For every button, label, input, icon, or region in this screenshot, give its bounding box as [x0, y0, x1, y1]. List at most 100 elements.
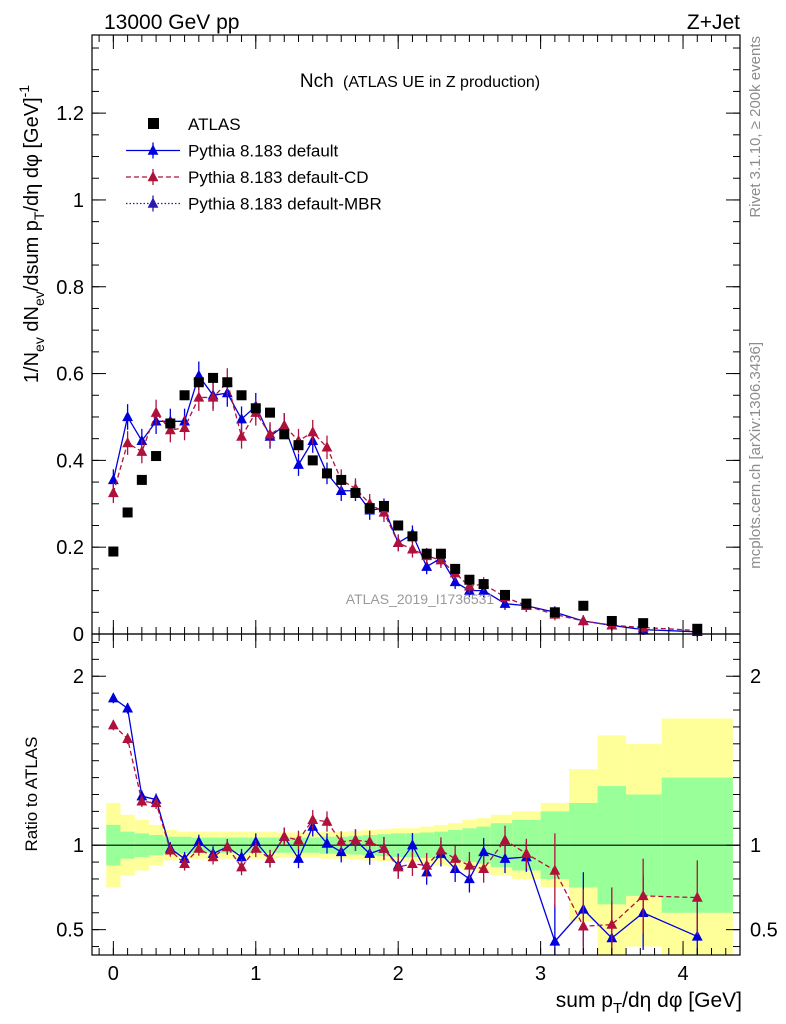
data-point [179, 390, 190, 401]
legend-entry: Pythia 8.183 default-CD [126, 168, 369, 187]
ratio-point [150, 796, 162, 808]
ratio-point [577, 920, 589, 931]
data-point [165, 418, 176, 429]
legend-entry: ATLAS [148, 115, 241, 134]
data-point [577, 614, 589, 626]
data-point [107, 473, 119, 485]
legend-entry: Pythia 8.183 default-MBR [126, 195, 382, 214]
ratio-point [464, 859, 475, 870]
ratio-point [193, 835, 205, 847]
data-point [478, 579, 489, 590]
ratio-plot-content [92, 692, 740, 955]
data-point [264, 428, 276, 439]
legend-label: Pythia 8.183 default-CD [188, 168, 369, 187]
ratio-y-tick-label: 0.5 [56, 920, 84, 942]
data-point [407, 531, 418, 542]
ratio-point [691, 891, 703, 902]
y-tick-label: 1 [73, 190, 84, 212]
series-atlas [108, 372, 703, 634]
data-point [500, 589, 511, 600]
data-point [122, 437, 134, 448]
data-point [122, 410, 134, 422]
ratio-point [207, 851, 219, 862]
legend-label: Pythia 8.183 default [188, 142, 339, 161]
ratio-axis-ticks: 0.5 0.5 1 1 2 2 0 1 2 3 4 [56, 634, 778, 985]
y-tick-label: 0.8 [56, 277, 84, 299]
data-point [449, 575, 461, 587]
legend-marker [148, 118, 159, 129]
y-tick-label: 0.2 [56, 537, 84, 559]
ratio-y-tick-label-right: 2 [750, 666, 761, 688]
ratio-point [307, 813, 319, 825]
data-point [236, 430, 247, 441]
ratio-point [278, 830, 290, 841]
ratio-point [478, 845, 490, 857]
x-tick-label: 2 [393, 963, 404, 985]
y-tick-label: 0 [73, 624, 84, 646]
data-point [250, 403, 261, 414]
data-point [549, 607, 560, 618]
main-title-name: Nch [300, 71, 334, 92]
ratio-point [421, 859, 433, 870]
data-point [293, 458, 304, 469]
data-point [393, 520, 404, 531]
data-point [638, 618, 649, 629]
ratio-point [107, 692, 119, 703]
data-point [150, 406, 162, 417]
ratio-point [549, 864, 561, 875]
main-panel: ATLAS_2019_I1736531 0 0.2 0.4 0.6 0.8 1 1.2 Nc… [16, 34, 741, 646]
data-point [108, 546, 119, 557]
ratio-point [549, 935, 561, 946]
data-point [364, 503, 375, 514]
ratio-ylabel: Ratio to ATLAS [22, 737, 41, 852]
header-energy: 13000 GeV pp [104, 11, 239, 34]
ratio-point [264, 852, 276, 863]
ratio-point [435, 844, 447, 855]
ratio-point [350, 834, 361, 845]
data-point [307, 455, 318, 466]
data-point [421, 548, 432, 559]
ratio-line [112, 724, 698, 927]
legend: ATLAS Pythia 8.183 default Pythia 8.183 de… [126, 115, 382, 214]
data-point [392, 536, 404, 548]
data-point [236, 390, 247, 401]
legend-marker [147, 144, 159, 155]
data-point [107, 486, 119, 498]
main-axis-ticks: 0 0.2 0.4 0.6 0.8 1 1.2 [56, 35, 741, 646]
ratio-point [378, 842, 390, 853]
ratio-point [637, 889, 649, 901]
x-tick-label: 1 [250, 963, 261, 985]
data-point [278, 419, 290, 430]
data-point [136, 434, 148, 446]
data-point [421, 560, 433, 571]
ratio-point [321, 837, 333, 848]
ratio-point [122, 732, 134, 743]
data-point [378, 500, 389, 511]
legend-marker [147, 171, 159, 182]
data-point [136, 445, 148, 456]
series-line [112, 380, 698, 632]
ratio-xlabel: sum pT/dη dφ [GeV] [556, 989, 742, 1017]
ratio-point [164, 844, 176, 855]
ratio-point [520, 847, 532, 858]
data-point [164, 423, 176, 435]
ratio-point [407, 839, 418, 850]
data-point [208, 372, 219, 383]
data-point [321, 468, 332, 479]
data-point [122, 507, 133, 518]
legend-label: ATLAS [188, 115, 241, 134]
data-point [407, 543, 418, 554]
data-point [193, 377, 204, 388]
ratio-y-tick-label-right: 1 [750, 835, 761, 857]
main-title-subtitle: (ATLAS UE in Z production) [343, 74, 540, 91]
legend-entry: Pythia 8.183 default [126, 142, 339, 161]
ratio-point [136, 795, 148, 806]
ratio-y-tick-label-right: 0.5 [750, 920, 778, 942]
main-title: Nch (ATLAS UE in Z production) [300, 71, 540, 92]
data-point [307, 426, 319, 437]
x-tick-label: 0 [108, 963, 119, 985]
ratio-y-tick-label: 1 [73, 835, 84, 857]
data-point [521, 598, 532, 609]
y-tick-label: 1.2 [56, 103, 84, 125]
rivet-version-label: Rivet 3.1.10, ≥ 200k events [747, 36, 764, 218]
